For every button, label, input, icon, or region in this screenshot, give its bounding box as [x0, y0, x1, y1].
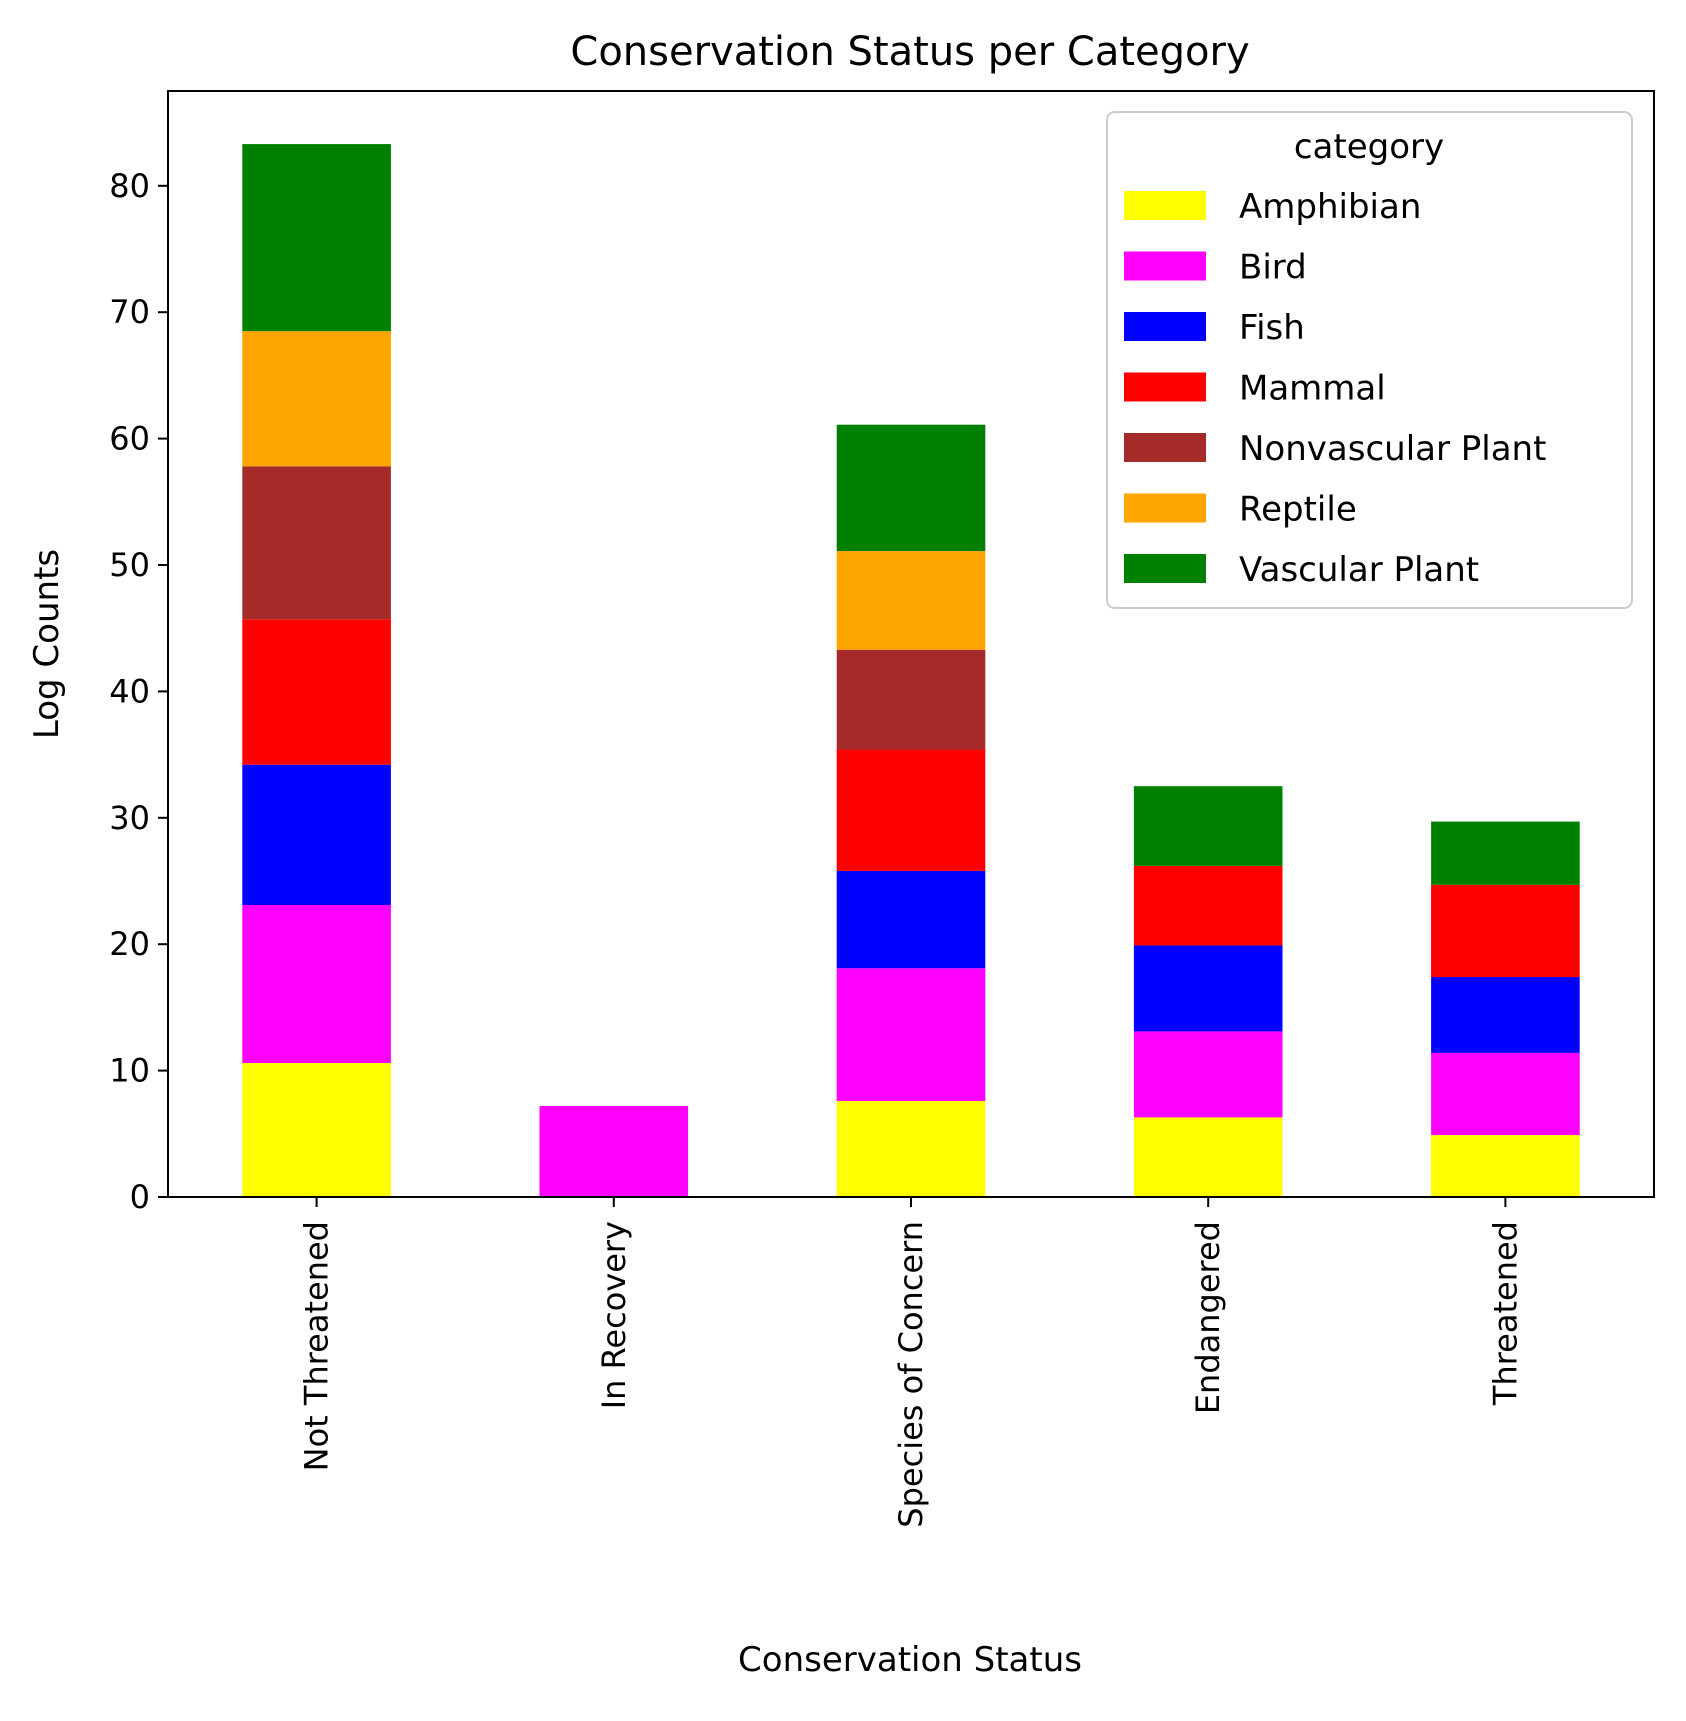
bar-segment	[1133, 1117, 1283, 1197]
legend-swatch	[1124, 554, 1206, 583]
y-tick-label: 20	[109, 925, 150, 963]
bar-segment	[242, 905, 391, 1064]
y-tick-label: 10	[109, 1052, 150, 1090]
legend-swatch	[1124, 312, 1206, 341]
y-tick-label: 80	[109, 167, 150, 205]
legend-label: Nonvascular Plant	[1239, 429, 1546, 469]
bar-segment	[1431, 884, 1580, 978]
legend-label: Fish	[1239, 308, 1305, 348]
bar-segment	[242, 764, 391, 906]
y-tick-label: 70	[109, 293, 150, 331]
bar-segment	[242, 619, 391, 765]
legend: category Amphibian Bird Fish Mammal Nonvascu…	[1106, 111, 1633, 609]
bar-segment	[1133, 786, 1283, 866]
y-tick-label: 60	[109, 420, 150, 458]
bar-segment	[836, 749, 986, 871]
bar-segment	[539, 1105, 689, 1197]
legend-label: Bird	[1239, 248, 1307, 288]
legend-label: Amphibian	[1239, 187, 1421, 227]
bar-segment	[242, 1063, 391, 1197]
legend-items: Amphibian Bird Fish Mammal Nonvascular Plant…	[1124, 187, 1546, 590]
x-tick-label: Not Threatened	[298, 1221, 336, 1471]
y-axis-label: Log Counts	[27, 549, 67, 739]
y-tick-label: 30	[109, 799, 150, 837]
legend-swatch	[1124, 251, 1206, 281]
y-tick-label: 40	[109, 672, 150, 710]
bar-segment	[242, 331, 391, 467]
bar-segment	[1133, 865, 1283, 946]
y-tick-label: 50	[109, 546, 150, 584]
x-tick-label: Threatened	[1486, 1221, 1524, 1406]
x-axis-label: Conservation Status	[738, 1640, 1082, 1680]
x-tick-label: Endangered	[1189, 1221, 1227, 1414]
bar-segment	[242, 144, 391, 332]
legend-label: Mammal	[1239, 369, 1386, 409]
bar-segment	[836, 1100, 986, 1197]
bar-segment	[242, 466, 391, 620]
legend-swatch	[1124, 433, 1206, 462]
legend-swatch	[1124, 372, 1206, 402]
bar-segment	[836, 968, 986, 1101]
x-tick-label: In Recovery	[595, 1221, 633, 1409]
bar-segment	[836, 870, 986, 969]
bar-segment	[1431, 1052, 1580, 1136]
bars-group	[242, 144, 1580, 1197]
legend-swatch	[1124, 191, 1206, 220]
bar-segment	[1431, 821, 1580, 885]
y-tick-label: 0	[130, 1178, 150, 1216]
legend-swatch	[1124, 493, 1206, 523]
bar-segment	[836, 424, 986, 552]
x-axis: Not Threatened In Recovery Species of Conc…	[298, 1197, 1524, 1528]
bar-segment	[1133, 945, 1283, 1032]
legend-label: Vascular Plant	[1239, 550, 1479, 590]
bar-segment	[1431, 1135, 1580, 1197]
x-tick-label: Species of Concern	[892, 1221, 930, 1528]
legend-title: category	[1294, 127, 1444, 167]
bar-segment	[1431, 977, 1580, 1053]
bar-segment	[1133, 1031, 1283, 1118]
bar-segment	[836, 649, 986, 750]
legend-label: Reptile	[1239, 490, 1357, 530]
y-axis: 0 10 20 30 40 50 60 70 80	[109, 167, 168, 1216]
chart-title: Conservation Status per Category	[570, 29, 1249, 75]
bar-segment	[836, 551, 986, 650]
legend-frame	[1106, 111, 1633, 609]
